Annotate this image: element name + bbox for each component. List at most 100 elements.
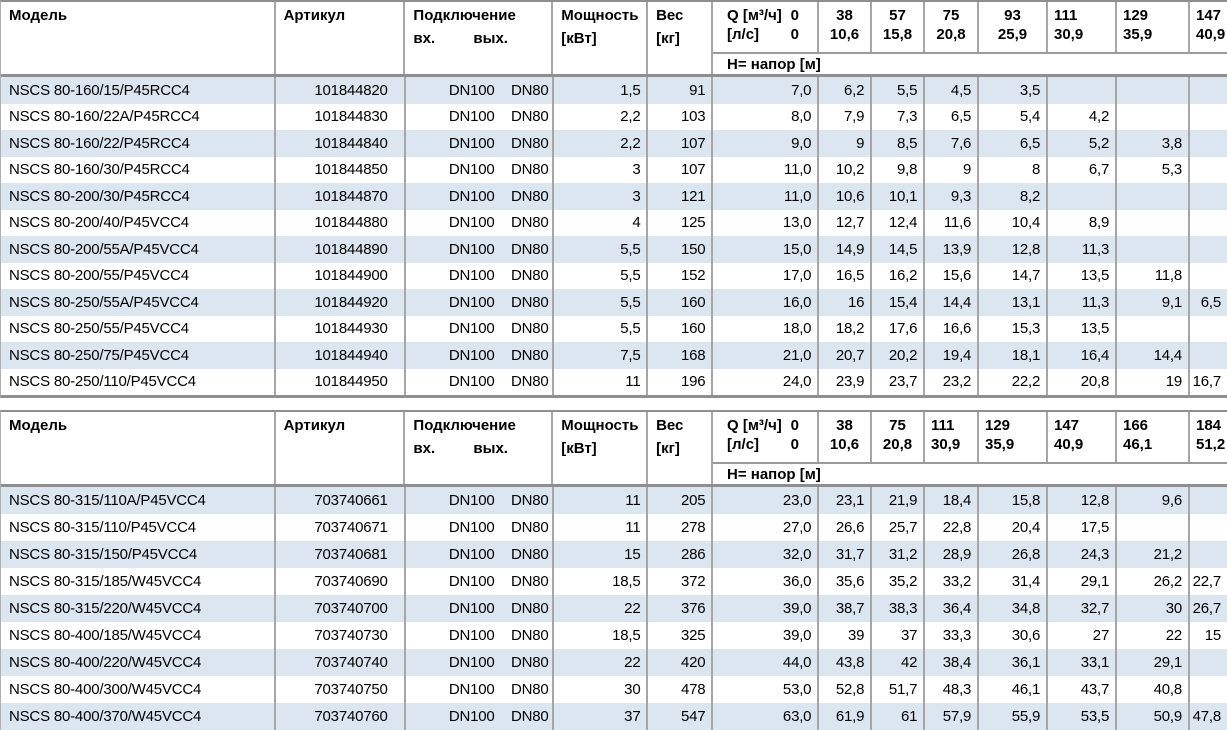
q-ls-value: 51,2	[1196, 436, 1226, 453]
q-m3h-label: Q [м³/ч]	[727, 417, 782, 434]
head-value-cell	[1117, 77, 1191, 104]
article-cell: 703740671	[276, 514, 406, 541]
head-value-cell: 4,2	[1048, 103, 1118, 130]
outlet-value: DN80	[510, 81, 549, 99]
q-ls-value: 40,9	[1054, 436, 1084, 453]
head-value-cell: 9	[925, 156, 980, 183]
connection-cell: DN100 DN80	[406, 622, 554, 649]
inlet-header-label: вх.	[413, 30, 436, 47]
power-cell: 3	[554, 183, 649, 210]
q-column-header: 75 20,8	[872, 412, 925, 462]
head-value-cell: 16,6	[925, 315, 980, 342]
connection-cell: DN100 DN80	[406, 156, 554, 183]
model-cell: NSCS 80-315/185/W45VCC4	[1, 568, 276, 595]
table-row: NSCS 80-160/22/P45RCC4 101844840 DN100 DN80…	[1, 130, 1227, 157]
weight-cell: 325	[648, 622, 714, 649]
weight-cell: 121	[648, 183, 714, 210]
weight-cell: 150	[648, 236, 714, 263]
head-value-cell	[1190, 236, 1227, 263]
weight-cell: 168	[648, 342, 714, 369]
head-value-cell: 39,0	[713, 595, 820, 622]
q-ls-value: 10,6	[829, 26, 860, 43]
head-value-cell	[1190, 157, 1227, 184]
model-cell: NSCS 80-250/110/P45VCC4	[1, 368, 276, 395]
outlet-value: DN80	[510, 346, 549, 364]
power-cell: 3	[554, 156, 649, 183]
power-cell: 11	[554, 487, 649, 514]
head-value-cell: 13,5	[1048, 262, 1118, 289]
article-cell: 703740700	[276, 595, 406, 622]
table-row: NSCS 80-200/40/P45VCC4 101844880 DN100 DN80…	[1, 209, 1227, 236]
q-column-header: 166 46,1	[1117, 412, 1190, 462]
head-value-cell: 4,5	[925, 77, 980, 104]
inlet-value: DN100	[448, 240, 495, 258]
connection-header-label: Подключение	[413, 417, 516, 434]
q-ls-zero-value: 0	[790, 436, 799, 453]
article-cell: 101844950	[276, 368, 406, 395]
head-value-cell: 18,0	[713, 315, 820, 342]
head-value-cell: 21,9	[872, 487, 926, 514]
head-value-cell: 16,7	[1192, 373, 1222, 391]
head-value-cell: 6,2	[819, 77, 873, 104]
weight-cell: 107	[648, 130, 714, 157]
head-value-cell: 15,3	[979, 315, 1049, 342]
q-ls-value: 15,8	[882, 26, 913, 43]
q-column-header: 111 30,9	[1048, 2, 1117, 52]
q-column-header: 111 30,9	[925, 412, 979, 462]
head-value-cell: 19	[1117, 368, 1191, 395]
head-value-cell: 29,1	[1117, 649, 1191, 676]
connection-header-label: Подключение	[413, 7, 516, 24]
q-ls-value: 30,9	[931, 436, 961, 453]
outlet-value: DN80	[510, 519, 549, 536]
model-cell: NSCS 80-250/55/P45VCC4	[1, 315, 276, 342]
outlet-value: DN80	[510, 546, 549, 563]
head-value-cell	[1048, 77, 1118, 104]
connection-cell: DN100 DN80	[406, 541, 554, 568]
head-value-cell: 55,9	[979, 703, 1049, 730]
head-value-cell: 15,6	[925, 262, 980, 289]
q-m3h-value: 111	[1054, 7, 1078, 24]
table-row: NSCS 80-250/75/P45VCC4 101844940 DN100 DN80…	[1, 342, 1227, 369]
model-cell: NSCS 80-160/15/P45RCC4	[1, 77, 276, 104]
head-value-cell: 16,2	[872, 262, 926, 289]
head-value-cell: 11,6	[925, 209, 980, 236]
table-row: NSCS 80-315/150/P45VCC4 703740681 DN100 DN8…	[1, 541, 1227, 568]
head-value-cell	[1048, 183, 1118, 210]
head-value-cell	[1190, 541, 1227, 568]
head-value-cell: 32,7	[1048, 595, 1118, 622]
connection-cell: DN100 DN80	[406, 595, 554, 622]
table-row: NSCS 80-160/15/P45RCC4 101844820 DN100 DN80…	[1, 77, 1227, 104]
inlet-value: DN100	[448, 519, 495, 536]
power-header-label: Мощность	[561, 417, 639, 434]
q-m3h-zero-value: 0	[790, 417, 799, 434]
q-ls-label: [л/с]	[727, 436, 760, 453]
q-ls-value: 25,9	[997, 26, 1028, 43]
weight-cell: 125	[648, 209, 714, 236]
head-value-cell	[1117, 236, 1191, 263]
head-value-cell: 10,4	[979, 209, 1049, 236]
head-value-cell: 39,0	[713, 622, 820, 649]
q-m3h-value: 147	[1196, 7, 1222, 24]
q-ls-value: 30,9	[1054, 26, 1084, 43]
table-header: Модель Артикул Подключение вх. вых. Мощн…	[1, 2, 1227, 77]
weight-cell: 160	[648, 289, 714, 316]
head-value-cell: 57,9	[925, 703, 980, 730]
inlet-value: DN100	[448, 573, 495, 590]
power-cell: 22	[554, 649, 649, 676]
power-cell: 5,5	[554, 315, 649, 342]
head-value-cell: 21,2	[1117, 541, 1191, 568]
outlet-value: DN80	[510, 293, 549, 311]
head-value-cell: 14,9	[819, 236, 873, 263]
weight-cell: 420	[648, 649, 714, 676]
article-cell: 101844820	[276, 77, 406, 104]
head-value-cell: 50,9	[1117, 703, 1191, 730]
power-cell: 11	[554, 514, 649, 541]
weight-cell: 160	[648, 315, 714, 342]
model-header-label: Модель	[9, 7, 68, 24]
head-value-cell: 22,7	[1192, 573, 1222, 590]
head-value-cell: 9,0	[713, 130, 820, 157]
q-column-header: 38 10,6	[819, 2, 872, 52]
head-value-cell: 16	[819, 289, 873, 316]
head-value-cell: 36,4	[925, 595, 980, 622]
head-value-cell	[1190, 649, 1227, 676]
